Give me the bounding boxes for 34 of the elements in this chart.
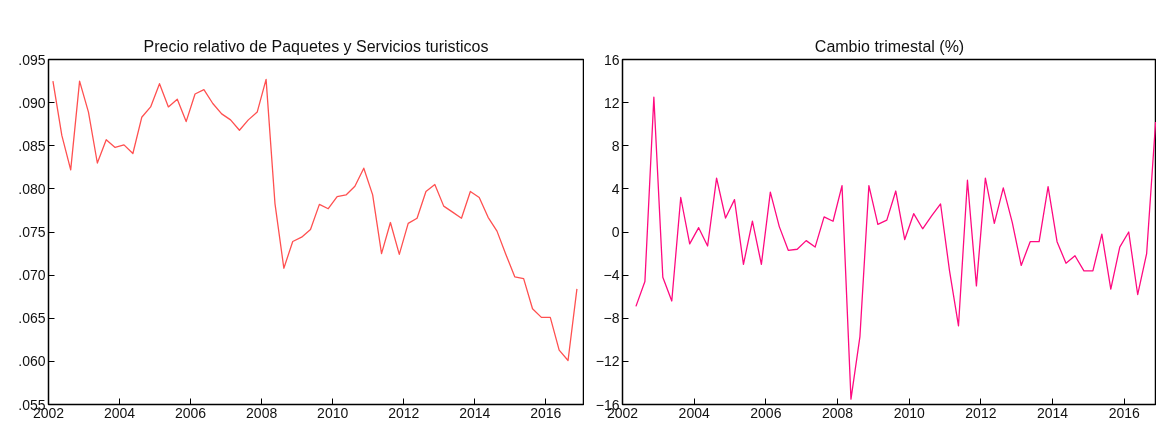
- y-tick-label: −12: [595, 353, 620, 370]
- x-tick-label: 2014: [1036, 404, 1069, 421]
- y-tick-label: −4: [603, 267, 620, 284]
- y-tick-label: −8: [603, 310, 620, 327]
- x-tick-label: 2004: [103, 404, 136, 421]
- chart-title: Cambio trimestal (%): [814, 37, 965, 55]
- y-tick-label: .065: [18, 310, 46, 327]
- line-series: [635, 96, 1156, 400]
- x-tick-label: 2010: [317, 404, 349, 421]
- x-tick-label: 2012: [388, 404, 420, 421]
- y-tick-label: .090: [18, 94, 46, 111]
- x-tick-label: 2006: [750, 404, 782, 421]
- chart-title: Precio relativo de Paquetes y Servicios turisticos: [143, 37, 489, 55]
- x-tick-label: 2008: [246, 404, 278, 421]
- y-tick-label: .070: [18, 267, 46, 284]
- x-tick-label: 2014: [459, 404, 491, 421]
- x-tick-label: 2016: [530, 404, 562, 421]
- x-tick-label: 2010: [893, 404, 925, 421]
- y-tick-label: .060: [18, 353, 46, 370]
- y-tick-label: .095: [18, 51, 46, 68]
- y-tick-label: 4: [611, 180, 620, 197]
- y-tick-label: .075: [18, 224, 46, 240]
- y-tick-label: 12: [603, 94, 620, 111]
- x-tick-label: 2008: [821, 404, 854, 421]
- x-tick-label: 2012: [965, 404, 997, 421]
- x-tick-label: 2004: [678, 404, 710, 421]
- y-tick-label: .085: [18, 137, 46, 154]
- y-tick-label: 8: [611, 137, 620, 154]
- y-tick-label: 0: [611, 224, 620, 240]
- x-tick-label: 2006: [175, 404, 207, 421]
- line-series: [52, 78, 578, 362]
- y-tick-label: .080: [18, 180, 46, 197]
- x-tick-label: 2016: [1108, 404, 1141, 421]
- y-tick-label: 16: [603, 51, 620, 68]
